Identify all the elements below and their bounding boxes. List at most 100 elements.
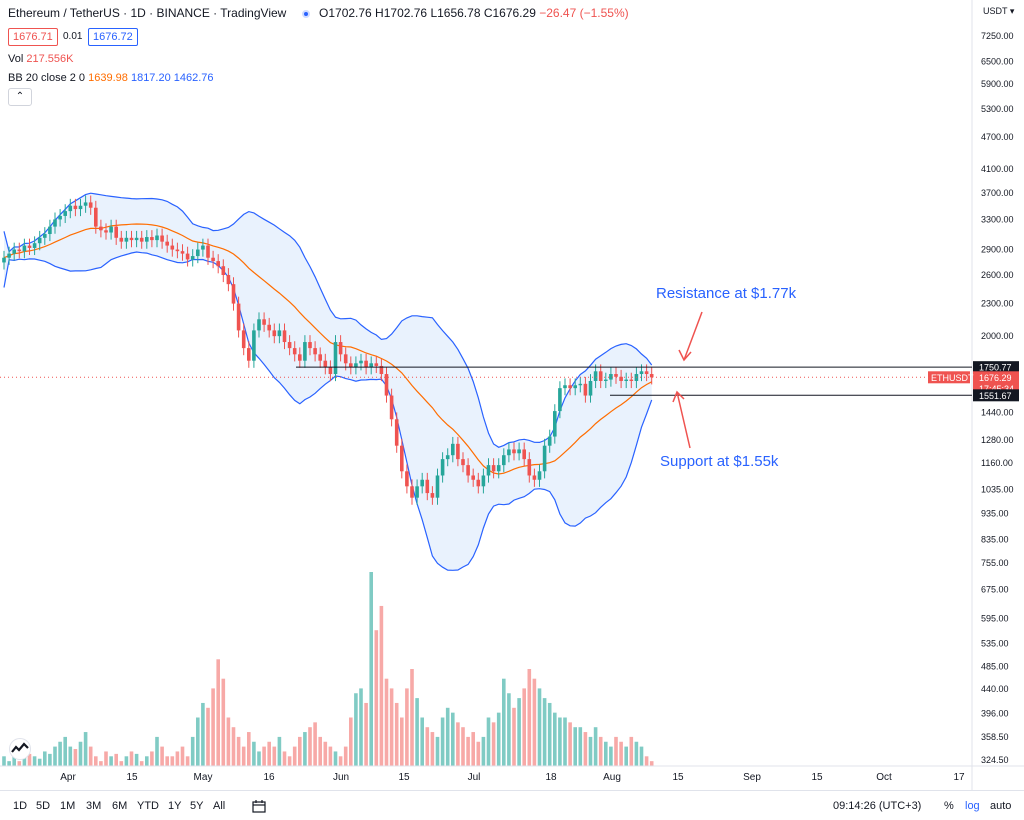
candle-body [124,237,129,242]
collapse-legend-button[interactable]: ⌃ [8,88,32,106]
timeframe-button-1m[interactable]: 1M [60,800,76,812]
time-axis-label: Aug [603,772,621,783]
volume-bar [343,746,348,766]
horizontal-levels[interactable] [0,366,972,396]
volume-bar [145,756,149,766]
candle-body [63,211,67,216]
volume-bar [496,712,501,766]
ticker-tag [928,371,970,384]
candle-body [445,455,450,460]
volume-bar [267,741,271,766]
auto-scale-toggle[interactable]: auto [990,800,1012,812]
price-axis-label: 4100.00 [981,164,1014,174]
volume-bar [420,717,424,766]
bb-upper-value: 1817.20 [130,72,171,84]
candle-body [624,379,628,381]
candle-body [48,226,52,235]
price-chart-canvas[interactable]: Resistance at $1.77k Support at $1.55k US… [0,0,1024,790]
price-axis-label: 1035.00 [981,485,1014,495]
date-range-icon[interactable] [252,799,266,813]
candle-body [287,342,292,349]
volume-bar [252,741,256,766]
candle-body [466,465,470,476]
candle-body [134,237,139,241]
ticker-tag-label: ETHUSDT [931,373,974,383]
candle-body [496,465,501,472]
candle-body [196,249,200,257]
volume-bar [109,756,113,766]
volume-bar [318,736,322,766]
time-axis-label: May [194,772,213,783]
candle-body [236,303,241,331]
candle-body [420,479,424,487]
candle-body [639,371,644,375]
candle-body [231,284,236,304]
candle-body [563,385,567,389]
candle-body [369,363,373,368]
timeframe-button-5d[interactable]: 5D [36,800,51,812]
volume-bar [226,717,231,766]
timeframe-button-1y[interactable]: 1Y [168,800,182,812]
candle-body [73,205,78,210]
tradingview-logo-icon[interactable] [6,738,34,760]
percent-toggle[interactable]: % [944,800,954,812]
volume-indicator-legend[interactable]: Vol 217.556K [8,53,73,65]
time-axis-label: Oct [876,772,892,783]
candle-body [425,479,430,494]
timeframe-button-5y[interactable]: 5Y [190,800,204,812]
bottom-toolbar: 1D 5D 1M 3M 6M YTD 1Y 5Y All 09:14:26 (UTC+3) % … [0,790,1024,820]
candle-body [262,319,266,325]
ask-price-box[interactable]: 1676.72 [88,28,138,46]
candle-body [175,249,180,252]
timeframe-button-6m[interactable]: 6M [112,800,128,812]
symbol-title[interactable]: Ethereum / TetherUS · 1D · BINANCE · Tra… [8,6,287,20]
volume-bar [165,756,169,766]
time-axis[interactable]: Apr 15 May 16 Jun 15 Jul 18 Aug 15 Sep 15 Oct 17 [0,765,1024,783]
volume-bar [563,717,567,766]
time-axis-label: Apr [60,772,76,783]
volume-bar [349,717,353,766]
candle-body [277,330,282,337]
timeframe-button-1d[interactable]: 1D [13,800,28,812]
candle-body [512,449,516,454]
candle-body [78,205,83,210]
candle-body [609,374,613,380]
clock-timezone[interactable]: 09:14:26 (UTC+3) [833,800,922,812]
candle-body [226,275,231,285]
volume-bar [364,702,368,766]
volume-bar [83,732,88,766]
time-axis-label: 17 [953,772,965,783]
volume-bar [568,722,572,766]
candle-body [542,445,547,472]
volume-bar [53,746,57,766]
bb-basis-value: 1639.98 [88,72,128,84]
volume-bar [104,751,108,766]
price-axis-label: 535.00 [981,638,1009,648]
candle-body [349,363,353,368]
bollinger-indicator-legend[interactable]: BB 20 close 2 0 1639.98 1817.20 1462.76 [8,72,214,84]
timeframe-button-3m[interactable]: 3M [86,800,102,812]
candle-body [53,219,57,227]
price-axis-label: 935.00 [981,508,1009,518]
log-scale-toggle[interactable]: log [965,800,980,812]
volume-bar [604,741,608,766]
price-axis[interactable]: USDT ▾ 7250.00 6500.00 5900.00 5300.00 4700.0… [928,6,1019,765]
candle-body [456,443,460,460]
volume-bar [160,746,164,766]
candle-body [522,449,526,460]
bid-price-box[interactable]: 1676.71 [8,28,58,46]
candle-body [333,342,338,375]
price-axis-label: 3300.00 [981,214,1014,224]
volume-bar [593,727,598,766]
timeframe-button-ytd[interactable]: YTD [137,800,159,812]
time-axis-label: Sep [743,772,761,783]
volume-bar [624,746,628,766]
price-axis-label: 1551.67 [979,391,1012,401]
volume-bar [634,741,639,766]
volume-bar [17,761,22,766]
timeframe-button-all[interactable]: All [213,800,226,812]
candle-body [619,376,623,381]
price-axis-label: 6500.00 [981,56,1014,66]
volume-bar [547,702,552,766]
resistance-annotation: Resistance at $1.77k [656,285,797,302]
